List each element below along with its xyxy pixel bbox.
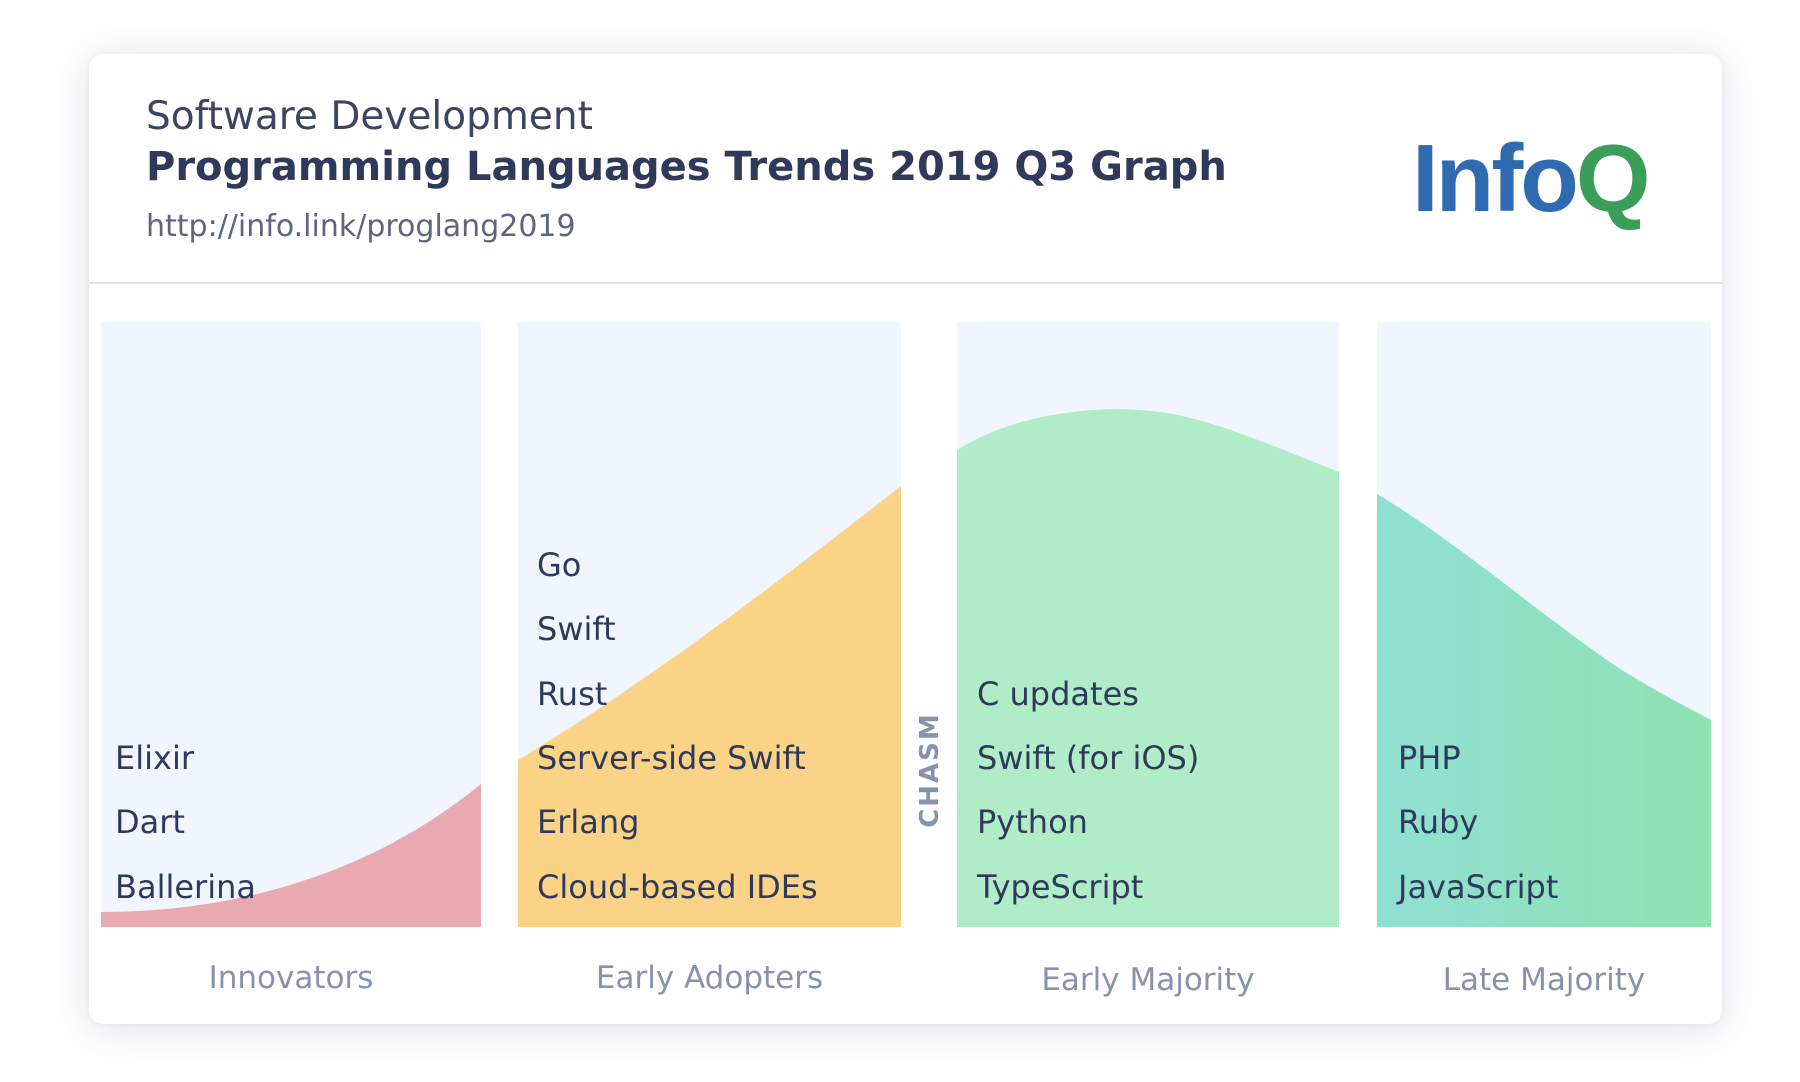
panel-late-majority (1377, 322, 1711, 927)
infoq-logo: InfoQ (1412, 129, 1651, 229)
language-item: Ruby (1398, 803, 1479, 841)
language-item: C updates (977, 675, 1139, 713)
language-item: Ballerina (115, 868, 256, 906)
language-item: JavaScript (1398, 868, 1559, 906)
language-item: Rust (537, 675, 608, 713)
curve-area-early-adopters (518, 486, 901, 927)
curve-innovators (101, 784, 481, 927)
language-item: Go (537, 546, 582, 584)
source-url[interactable]: http://info.link/proglang2019 (146, 209, 576, 244)
curve-early-majority (957, 409, 1339, 927)
stage-label-innovators: Innovators (208, 960, 374, 996)
logo-text-q: Q (1575, 125, 1651, 232)
logo-text-info: Info (1412, 125, 1579, 232)
chasm-label: CHASM (915, 712, 945, 828)
stage-label-late-majority: Late Majority (1442, 962, 1646, 998)
curve-late-majority (1377, 494, 1711, 927)
language-item: Cloud-based IDEs (537, 868, 818, 906)
curve-area-innovators (101, 784, 481, 927)
stage-label-early-majority: Early Majority (1041, 962, 1255, 998)
language-item: Elixir (115, 739, 194, 777)
panel-innovators (101, 322, 481, 927)
language-item: Dart (115, 803, 185, 841)
language-item: Python (977, 803, 1088, 841)
page-title: Programming Languages Trends 2019 Q3 Gra… (146, 144, 1227, 190)
language-item: Server-side Swift (537, 739, 806, 777)
header: Software Development Programming Languag… (89, 54, 1722, 284)
language-item: PHP (1398, 739, 1461, 777)
language-item: Swift (for iOS) (977, 739, 1200, 777)
panel-early-adopters (518, 322, 901, 927)
curve-area-early-majority (957, 409, 1339, 927)
language-item: TypeScript (977, 868, 1144, 906)
subtitle: Software Development (146, 94, 593, 139)
panel-early-majority (957, 322, 1339, 927)
stage-label-early-adopters: Early Adopters (595, 960, 824, 996)
language-item: Swift (537, 610, 616, 648)
curve-area-late-majority (1377, 494, 1711, 927)
curve-early-adopters (518, 486, 901, 927)
language-item: Erlang (537, 803, 640, 841)
